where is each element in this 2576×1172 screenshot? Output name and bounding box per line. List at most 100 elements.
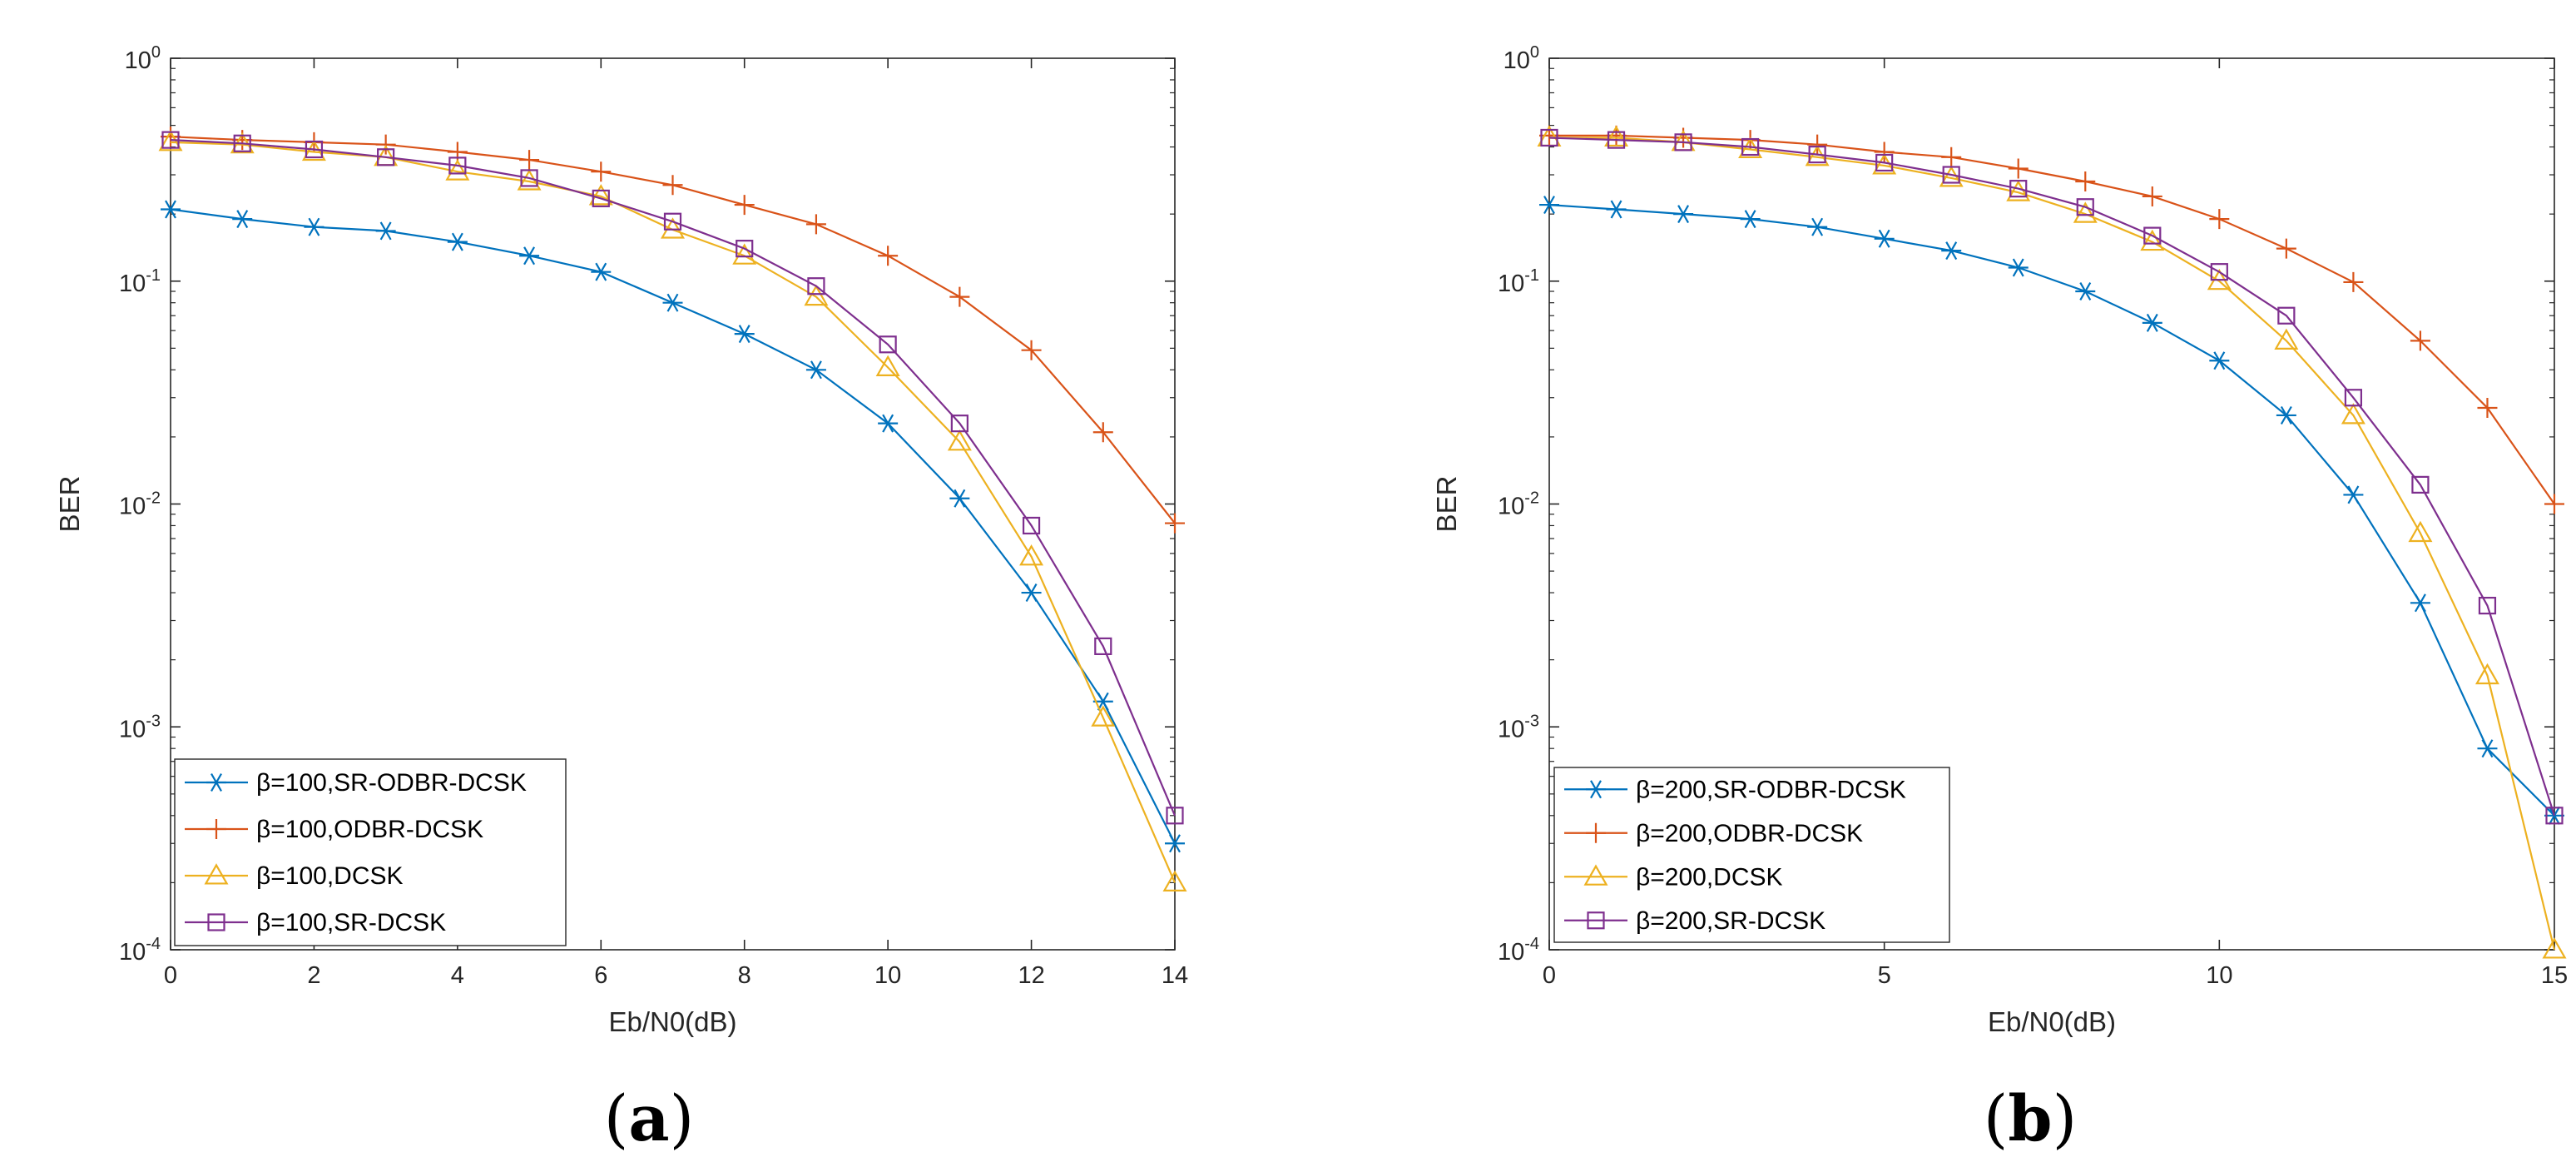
data-point <box>875 355 900 376</box>
data-point <box>1874 142 1895 162</box>
x-tick-label: 0 <box>1543 962 1556 989</box>
data-point <box>448 156 467 175</box>
legend-entry: β=100,DCSK <box>256 862 404 890</box>
x-axis-ticks: 0 5 10 15 <box>1543 58 2568 989</box>
data-point <box>2544 494 2564 514</box>
data-point <box>1022 516 1041 535</box>
data-point <box>1021 340 1042 360</box>
legend: β=200,SR-ODBR-DCSK β=200,ODBR-DCSK β=200,D… <box>1553 767 1950 943</box>
data-point <box>1166 807 1184 825</box>
x-tick-label: 6 <box>594 962 607 989</box>
x-tick-label: 10 <box>2206 962 2232 989</box>
data-point <box>2076 198 2094 216</box>
data-point <box>662 293 683 312</box>
data-point <box>1808 146 1826 164</box>
series-line <box>1548 204 2555 817</box>
data-point <box>2545 807 2564 825</box>
legend-entry: β=200,DCSK <box>1636 863 1783 891</box>
data-point <box>878 246 899 266</box>
data-point <box>2142 313 2162 332</box>
data-point <box>305 140 324 159</box>
y-axis-label: BER <box>1431 476 1462 533</box>
data-point <box>2542 937 2567 959</box>
x-tick-label: 8 <box>738 962 751 989</box>
data-point <box>2210 263 2228 281</box>
data-point <box>2343 485 2364 504</box>
y-tick-label: 10-3 <box>1498 712 1539 742</box>
data-point <box>2411 475 2430 494</box>
data-point <box>1162 870 1187 891</box>
x-tick-label: 2 <box>307 962 320 989</box>
data-point <box>805 214 826 235</box>
series-1 <box>161 200 1185 853</box>
series-1 <box>1539 196 2564 825</box>
legend-marker <box>204 863 229 885</box>
data-point <box>2343 271 2364 292</box>
data-point <box>161 131 180 149</box>
x-tick-label: 0 <box>164 962 177 989</box>
data-point <box>2209 351 2230 370</box>
data-point <box>2008 158 2029 179</box>
data-point <box>2009 180 2028 198</box>
y-axis-ticks: 100 10-1 10-2 10-3 10-4 <box>119 43 1175 966</box>
legend-entry: β=100,SR-ODBR-DCSK <box>256 769 527 797</box>
data-point <box>1092 422 1113 443</box>
data-point <box>878 414 899 433</box>
data-point <box>2341 403 2365 425</box>
data-point <box>375 134 396 155</box>
data-point <box>2276 238 2296 259</box>
data-point <box>377 148 395 166</box>
legend-entry: β=200,ODBR-DCSK <box>1636 820 1863 847</box>
chart-panel-a: 0 2 4 6 8 10 12 14 100 10-1 10-2 10-3 10-4 Eb/N0(dB) B… <box>54 43 1188 1155</box>
legend-entry: β=100,ODBR-DCSK <box>256 816 483 843</box>
data-point <box>1540 128 1558 147</box>
data-point <box>879 335 897 354</box>
data-point <box>1807 217 1828 236</box>
data-point <box>591 161 612 182</box>
data-point <box>447 232 468 251</box>
data-point <box>1874 229 1895 248</box>
data-point <box>2006 180 2031 201</box>
legend-marker <box>1587 911 1605 930</box>
data-point <box>807 277 825 295</box>
x-tick-label: 14 <box>1162 962 1188 989</box>
data-point <box>2073 201 2098 223</box>
x-axis-label: Eb/N0(dB) <box>608 1006 736 1037</box>
data-point <box>232 210 253 229</box>
x-axis-label: Eb/N0(dB) <box>1988 1006 2116 1037</box>
data-point <box>1539 196 1559 215</box>
data-point <box>1165 834 1185 853</box>
y-tick-label: 10-2 <box>119 489 161 520</box>
legend-entry: β=200,SR-ODBR-DCSK <box>1636 776 1906 803</box>
data-point <box>1021 584 1042 603</box>
data-point <box>592 189 610 207</box>
data-point <box>950 415 968 433</box>
data-point <box>1673 205 1694 224</box>
series-4 <box>1540 128 2564 825</box>
y-tick-label: 10-4 <box>119 935 161 966</box>
legend-box <box>1553 767 1950 943</box>
legend-marker <box>206 773 226 792</box>
data-point <box>734 195 755 216</box>
data-point <box>2142 186 2162 206</box>
series-4 <box>161 131 1184 825</box>
data-point <box>2209 209 2230 230</box>
data-point <box>2143 226 2162 245</box>
data-point <box>734 325 755 344</box>
data-point <box>2408 520 2433 543</box>
data-point <box>1019 544 1044 566</box>
data-point <box>2274 328 2299 350</box>
data-point <box>2478 596 2497 615</box>
data-point <box>661 217 685 239</box>
data-point <box>1807 134 1828 155</box>
data-point <box>1606 200 1627 219</box>
data-point <box>736 240 754 258</box>
data-point <box>2276 405 2296 425</box>
data-point <box>233 134 251 152</box>
data-point <box>1941 146 1962 167</box>
chart-panel-b: 0 5 10 15 100 10-1 10-2 10-3 10-4 Eb/N0(dB) BER β=2… <box>1431 43 2568 1155</box>
data-point <box>445 159 470 181</box>
x-tick-label: 15 <box>2541 962 2568 989</box>
data-point <box>2410 330 2430 351</box>
data-point <box>2474 663 2499 685</box>
